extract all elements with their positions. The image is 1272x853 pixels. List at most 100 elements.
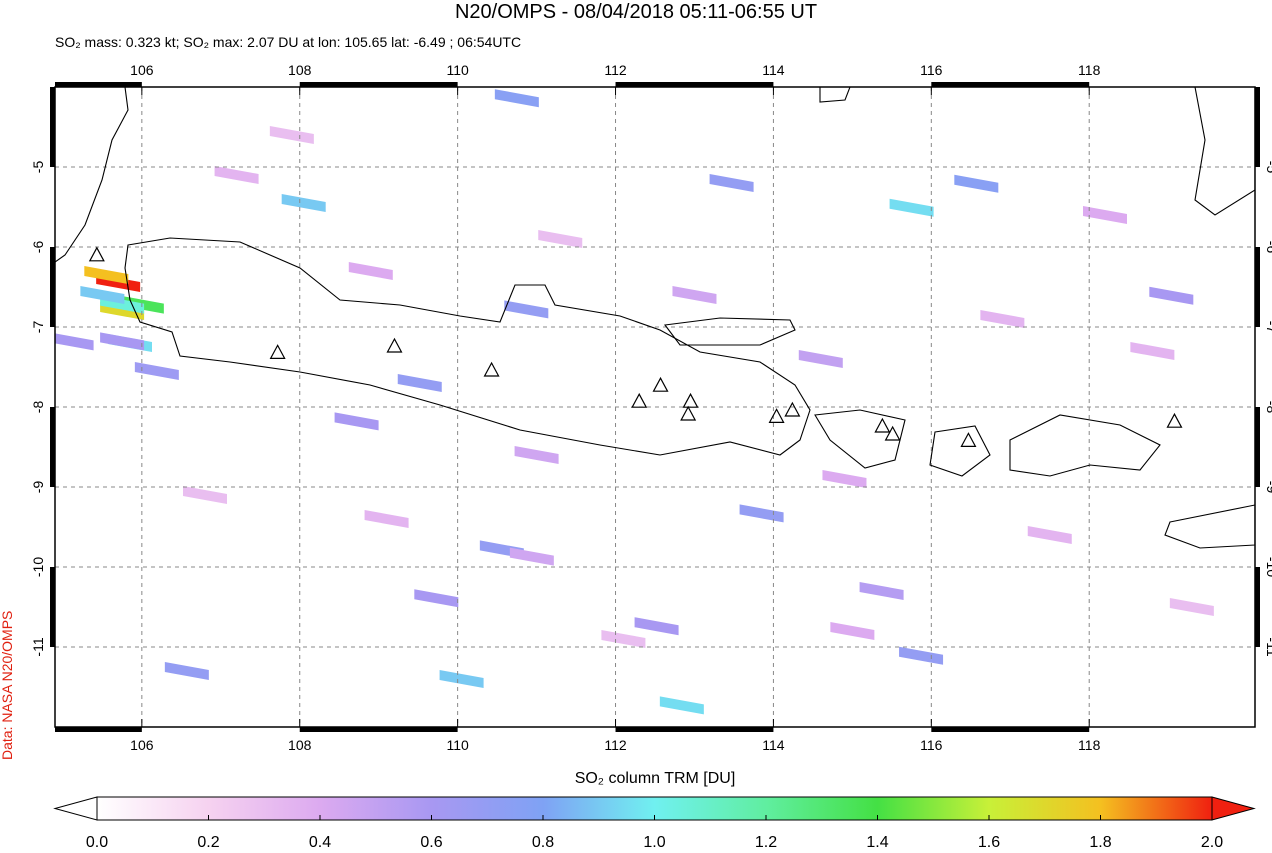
x-tick-label: 110 xyxy=(446,737,469,753)
frame-strip xyxy=(50,567,55,647)
so2-pixel xyxy=(504,300,549,319)
so2-pixel xyxy=(798,350,843,368)
madura-coast xyxy=(663,317,796,346)
java-coast xyxy=(124,237,811,456)
colorbar-tick-label: 1.2 xyxy=(755,834,777,851)
so2-pixel xyxy=(980,310,1025,328)
colorbar-label: SO₂ column TRM [DU] xyxy=(575,770,736,787)
sumba-coast xyxy=(1164,504,1255,549)
axes: 106 106 108 108 110 110 112 112 114 114 116 116 118 1… xyxy=(30,62,1272,753)
y-tick-label: -9 xyxy=(30,481,46,494)
volcano xyxy=(680,405,697,421)
y-tick-label: -10 xyxy=(1264,557,1272,577)
so2-pixel xyxy=(899,646,944,665)
y-tick-label: -11 xyxy=(1264,637,1272,656)
volcano xyxy=(652,376,669,392)
volcano xyxy=(483,361,500,377)
frame-strip xyxy=(931,727,1090,732)
so2-pixel xyxy=(954,174,999,193)
x-tick-label: 114 xyxy=(762,737,785,753)
frame-strip xyxy=(1255,407,1260,487)
x-tick-label: 112 xyxy=(604,737,627,753)
so2-pixel xyxy=(364,510,409,528)
y-tick-label: -6 xyxy=(30,241,46,254)
x-tick-label: 114 xyxy=(762,62,785,78)
so2-pixel xyxy=(739,504,784,523)
so2-pixel xyxy=(269,126,314,144)
x-tick-label: 108 xyxy=(288,62,312,78)
volcano xyxy=(631,392,648,408)
x-tick-label: 116 xyxy=(920,737,943,753)
frame-strip xyxy=(55,82,142,87)
frame-strip xyxy=(50,247,55,327)
so2-pixel xyxy=(538,230,583,248)
colorbar-tick-label: 2.0 xyxy=(1201,834,1223,851)
so2-pixels xyxy=(55,89,1214,715)
volcano xyxy=(874,417,891,433)
so2-pixel xyxy=(55,333,94,351)
so2-pixel xyxy=(709,174,754,192)
so2-pixel xyxy=(164,662,209,680)
frame-strip xyxy=(1255,247,1260,327)
credit: Data: NASA N20/OMPS xyxy=(0,611,15,760)
colorbar: 0.0 0.2 0.4 0.6 0.8 1.0 1.2 1.4 1.6 1.8 2.0 xyxy=(53,796,1256,851)
so2-pixel xyxy=(634,617,679,636)
so2-pixel xyxy=(84,266,129,284)
frame-strip xyxy=(55,727,142,732)
colorbar-tick-label: 0.6 xyxy=(420,834,442,851)
frame-strip xyxy=(931,82,1090,87)
so2-pixel xyxy=(859,582,904,600)
volcano xyxy=(884,425,901,441)
so2-pixel xyxy=(509,547,554,566)
so2-pixel xyxy=(514,446,559,464)
so2-pixel xyxy=(601,630,646,648)
so2-pixel xyxy=(822,470,867,488)
sumbawa-coast xyxy=(1009,414,1161,477)
coastlines xyxy=(55,87,1255,549)
grid xyxy=(55,87,1255,727)
colorbar-tick-label: 0.4 xyxy=(309,834,331,851)
y-tick-label: -10 xyxy=(30,557,46,577)
so2-pixel xyxy=(889,198,934,217)
colorbar-tick-label: 1.8 xyxy=(1089,834,1111,851)
sumatra-coast xyxy=(55,87,129,263)
y-tick-label: -8 xyxy=(30,401,46,414)
y-tick-label: -5 xyxy=(30,161,46,174)
frame-strip xyxy=(615,727,774,732)
so2-pixel xyxy=(134,362,179,380)
volcano xyxy=(960,432,977,447)
y-tick-label: -7 xyxy=(1264,321,1272,334)
so2-pixel xyxy=(100,332,145,351)
x-tick-label: 106 xyxy=(130,62,154,78)
colorbar-high-arrow xyxy=(1211,796,1256,821)
frame-strip xyxy=(1255,567,1260,647)
x-tick-label: 116 xyxy=(920,62,943,78)
colorbar-tick-label: 1.0 xyxy=(643,834,665,851)
colorbar-tick-label: 0.8 xyxy=(532,834,554,851)
lombok-coast xyxy=(929,425,991,477)
y-tick-label: -11 xyxy=(30,637,46,656)
subtitle: SO₂ mass: 0.323 kt; SO₂ max: 2.07 DU at … xyxy=(55,34,521,50)
volcano xyxy=(269,344,286,359)
y-tick-label: -5 xyxy=(1264,161,1272,174)
so2-pixel xyxy=(1149,286,1194,305)
so2-pixel xyxy=(80,286,125,304)
bali-coast xyxy=(814,409,906,469)
x-tick-label: 118 xyxy=(1078,62,1101,78)
volcano xyxy=(768,408,785,423)
frame-strip xyxy=(299,82,458,87)
y-tick-label: -7 xyxy=(30,321,46,334)
so2-pixel xyxy=(1169,598,1214,616)
so2-pixel xyxy=(397,374,442,392)
x-tick-label: 112 xyxy=(604,62,627,78)
x-tick-label: 108 xyxy=(288,737,312,753)
y-tick-label: -8 xyxy=(1264,401,1272,414)
y-tick-label: -9 xyxy=(1264,481,1272,494)
y-tick-label: -6 xyxy=(1264,241,1272,254)
frame-strip xyxy=(50,87,55,167)
volcano xyxy=(88,246,105,262)
volcano xyxy=(386,337,403,353)
so2-pixel xyxy=(183,486,227,504)
colorbar-tick-label: 0.2 xyxy=(197,834,219,851)
